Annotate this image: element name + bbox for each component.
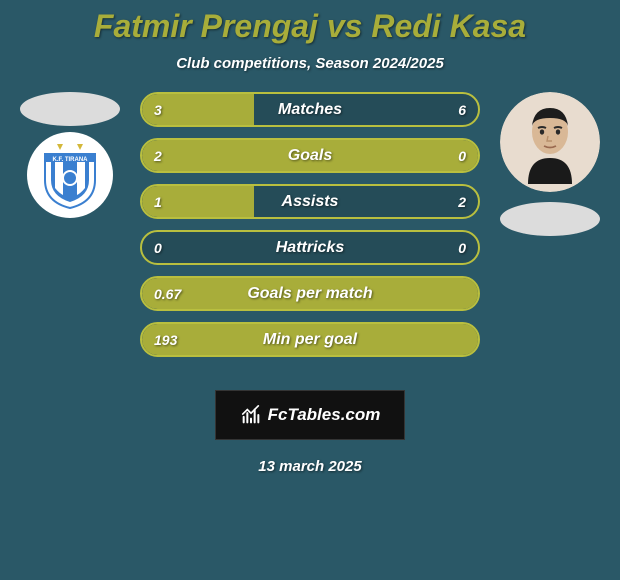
- player-portrait-icon: [500, 92, 600, 192]
- stat-row: 1Assists2: [140, 184, 480, 219]
- brand-text: FcTables.com: [268, 405, 381, 425]
- player-right-avatar: [500, 92, 600, 192]
- stat-row: 193Min per goal: [140, 322, 480, 357]
- stat-label: Goals per match: [142, 285, 478, 303]
- player-left-column: K.F. TIRANA: [10, 92, 130, 218]
- stat-label: Hattricks: [142, 239, 478, 257]
- stat-label: Min per goal: [142, 331, 478, 349]
- stat-value-right: 2: [458, 194, 466, 210]
- page-title: Fatmir Prengaj vs Redi Kasa: [10, 8, 610, 45]
- stat-value-right: 0: [458, 148, 466, 164]
- stat-row: 0Hattricks0: [140, 230, 480, 265]
- date-label: 13 march 2025: [10, 458, 610, 475]
- stat-label: Assists: [142, 193, 478, 211]
- stat-row: 0.67Goals per match: [140, 276, 480, 311]
- player-right-club-placeholder: [500, 202, 600, 236]
- stat-row: 2Goals0: [140, 138, 480, 173]
- stat-row: 3Matches6: [140, 92, 480, 127]
- player-left-club-badge: K.F. TIRANA: [27, 132, 113, 218]
- player-left-placeholder-ellipse: [20, 92, 120, 126]
- stat-block: 3Matches62Goals01Assists20Hattricks00.67…: [140, 92, 480, 357]
- stat-value-right: 0: [458, 240, 466, 256]
- player-right-column: [490, 92, 610, 236]
- brand-logo-icon: [240, 404, 262, 426]
- stat-value-right: 6: [458, 102, 466, 118]
- subtitle: Club competitions, Season 2024/2025: [10, 55, 610, 72]
- stat-label: Matches: [142, 101, 478, 119]
- club-crest-icon: K.F. TIRANA: [35, 140, 105, 210]
- main-area: K.F. TIRANA: [10, 92, 610, 372]
- brand-badge: FcTables.com: [215, 390, 405, 440]
- comparison-infographic: Fatmir Prengaj vs Redi Kasa Club competi…: [0, 0, 620, 580]
- stat-label: Goals: [142, 147, 478, 165]
